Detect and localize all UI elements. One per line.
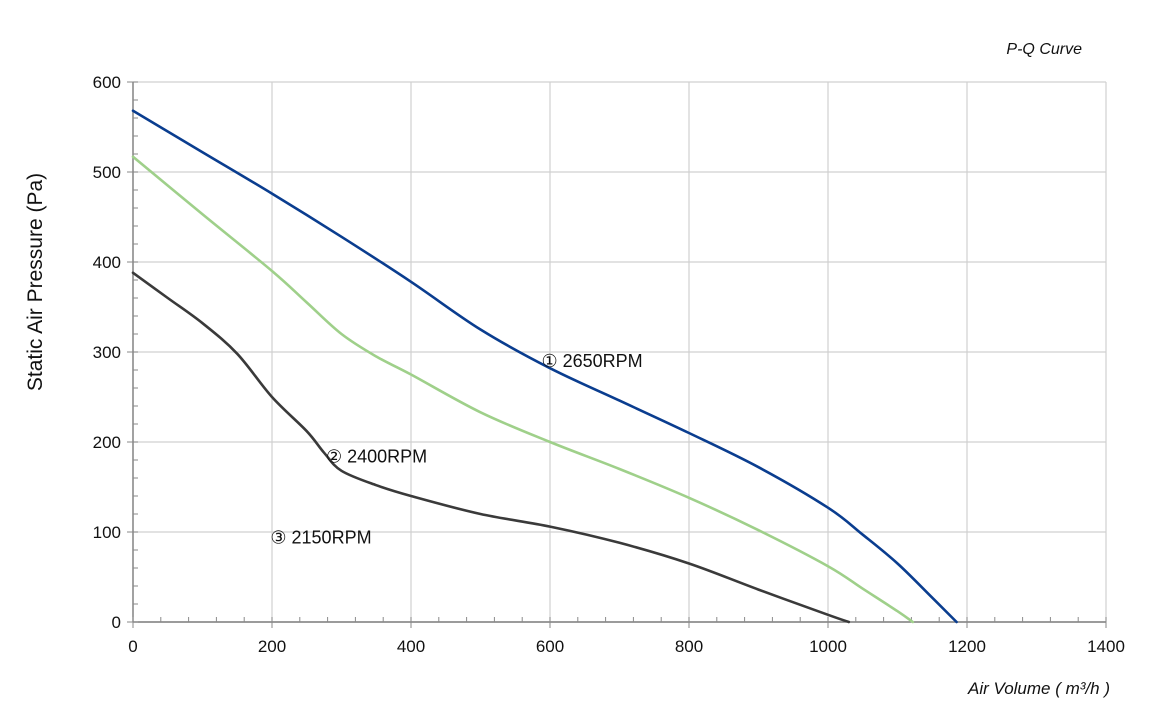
series-annotation-1: ① 2650RPM	[541, 351, 642, 371]
series-line-3	[131, 271, 851, 624]
x-tick-label: 1400	[1087, 637, 1125, 656]
series-layer	[131, 109, 958, 624]
y-tick-label: 400	[93, 253, 121, 272]
y-axis-title: Static Air Pressure (Pa)	[24, 173, 47, 391]
y-tick-label: 300	[93, 343, 121, 362]
x-tick-label: 200	[258, 637, 286, 656]
series-line-1	[131, 109, 958, 624]
series-line-2	[131, 155, 915, 624]
x-tick-label: 800	[675, 637, 703, 656]
x-axis-title: Air Volume ( m³/h )	[967, 679, 1110, 698]
series-annotation-3: ③ 2150RPM	[270, 527, 371, 547]
y-tick-label: 600	[93, 73, 121, 92]
grid-layer	[133, 81, 1107, 622]
x-tick-label: 600	[536, 637, 564, 656]
x-tick-label: 400	[397, 637, 425, 656]
x-tick-label: 0	[128, 637, 137, 656]
x-tick-label: 1000	[809, 637, 847, 656]
chart-title: P-Q Curve	[1006, 41, 1082, 58]
y-tick-label: 100	[93, 523, 121, 542]
y-tick-label: 200	[93, 433, 121, 452]
y-tick-label: 0	[112, 613, 121, 632]
x-tick-label: 1200	[948, 637, 986, 656]
y-tick-label: 500	[93, 163, 121, 182]
series-annotation-2: ② 2400RPM	[326, 446, 427, 466]
label-layer: P-Q Curve Air Volume ( m³/h ) Static Air…	[24, 41, 1125, 698]
